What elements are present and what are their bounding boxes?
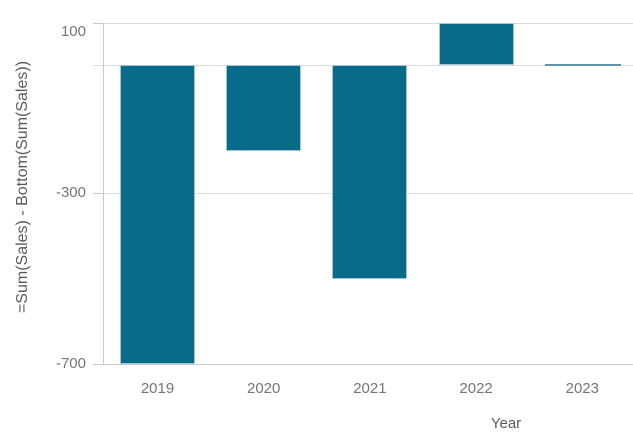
bar-2020[interactable] bbox=[226, 65, 302, 151]
x-axis-line bbox=[93, 364, 633, 365]
y-tick-label: -700 bbox=[55, 355, 86, 372]
x-tick-label: 2022 bbox=[459, 380, 493, 397]
bar-2019[interactable] bbox=[120, 65, 195, 364]
x-tick-label: 2021 bbox=[353, 380, 387, 397]
bar-2021[interactable] bbox=[332, 65, 408, 279]
bar-2023[interactable] bbox=[544, 63, 621, 67]
x-axis-title: Year bbox=[490, 415, 522, 432]
x-tick-label: 2023 bbox=[565, 380, 599, 397]
y-tick-label: 100 bbox=[60, 22, 86, 40]
x-tick-label: 2020 bbox=[247, 380, 281, 397]
y-axis-tick bbox=[93, 22, 104, 24]
x-tick-label: 2019 bbox=[140, 380, 175, 397]
y-axis-tick bbox=[93, 364, 104, 365]
y-axis-tick bbox=[93, 193, 104, 195]
y-tick-label: -300 bbox=[55, 184, 86, 202]
bar-2022[interactable] bbox=[438, 22, 514, 66]
gridline bbox=[93, 22, 633, 24]
